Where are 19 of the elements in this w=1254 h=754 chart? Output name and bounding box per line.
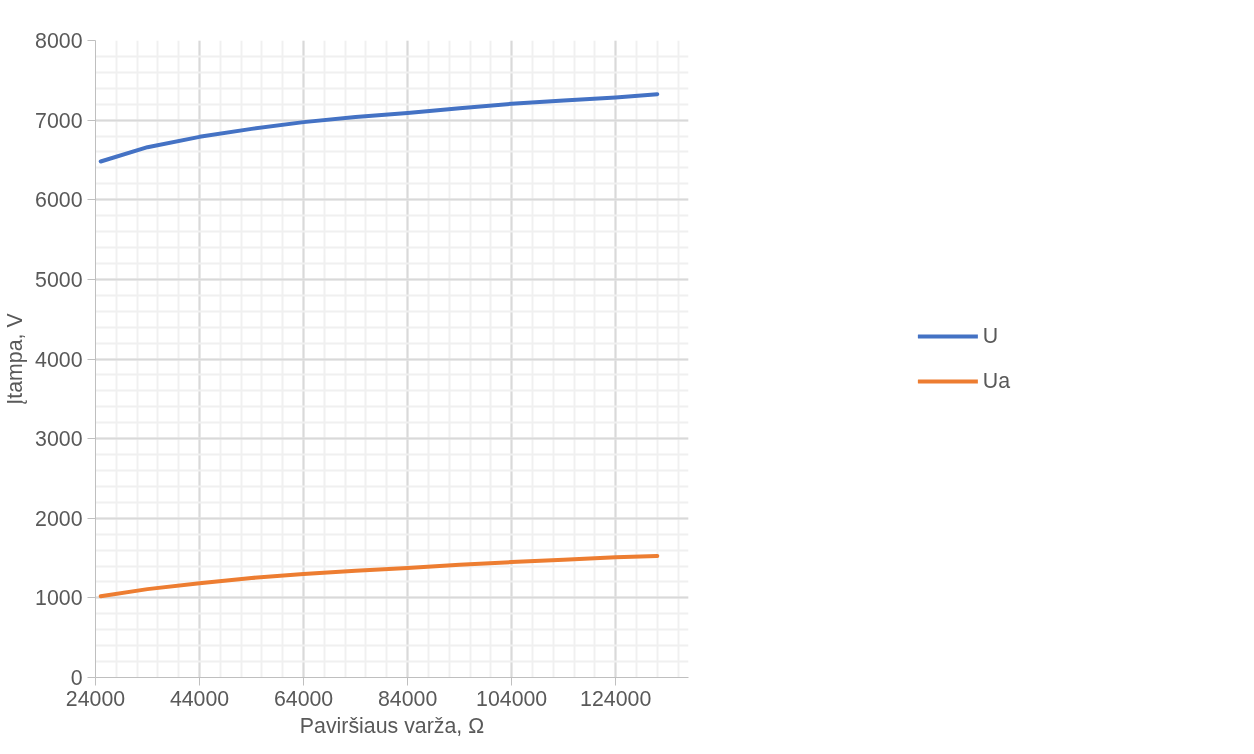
y-tick-label: 1000 [35, 586, 83, 611]
y-tick-label: 3000 [35, 427, 83, 452]
line-series [98, 553, 660, 599]
legend-label: U [982, 323, 1000, 349]
x-axis-title: Paviršiaus varža, Ω [299, 713, 485, 738]
y-tick-label: 8000 [35, 29, 83, 53]
y-tick-label: 5000 [35, 267, 83, 292]
y-tick-label: 6000 [35, 188, 83, 213]
x-tick-label: 104000 [476, 686, 548, 711]
x-tick-label: 44000 [169, 686, 230, 711]
x-tick-label: 84000 [377, 686, 438, 711]
legend-label: Ua [982, 368, 1011, 394]
x-tick-label: 124000 [580, 686, 652, 711]
y-tick-label: 4000 [35, 347, 83, 372]
y-axis-title: Įtampa, V [3, 312, 28, 405]
line-series [98, 92, 660, 164]
y-tick-label: 2000 [35, 506, 83, 531]
x-tick-label: 64000 [273, 686, 334, 711]
y-tick-label: 7000 [35, 108, 83, 133]
